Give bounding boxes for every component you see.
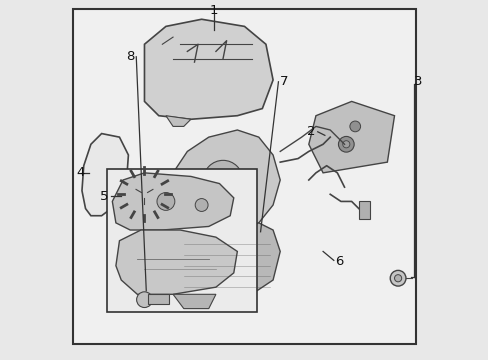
- Text: 4: 4: [76, 166, 84, 179]
- Circle shape: [349, 121, 360, 132]
- Polygon shape: [173, 294, 216, 309]
- Circle shape: [134, 184, 155, 205]
- Polygon shape: [358, 202, 369, 219]
- Polygon shape: [165, 116, 190, 126]
- Circle shape: [342, 141, 349, 148]
- Circle shape: [195, 199, 207, 211]
- Circle shape: [157, 193, 175, 210]
- FancyBboxPatch shape: [148, 294, 169, 304]
- Circle shape: [389, 270, 405, 286]
- Polygon shape: [116, 230, 237, 294]
- Text: 7: 7: [280, 75, 288, 88]
- Circle shape: [136, 292, 152, 307]
- Circle shape: [214, 171, 231, 189]
- Circle shape: [338, 136, 353, 152]
- Circle shape: [394, 275, 401, 282]
- Polygon shape: [82, 134, 128, 216]
- Polygon shape: [144, 19, 272, 119]
- Text: 6: 6: [335, 255, 343, 268]
- Circle shape: [203, 160, 242, 200]
- Text: 5: 5: [100, 190, 108, 203]
- Text: 8: 8: [126, 50, 134, 63]
- Polygon shape: [308, 102, 394, 173]
- Polygon shape: [173, 223, 280, 298]
- Text: 1: 1: [209, 4, 218, 17]
- Text: 2: 2: [307, 125, 315, 138]
- Text: 3: 3: [413, 75, 422, 88]
- Polygon shape: [165, 130, 280, 237]
- Circle shape: [121, 171, 167, 217]
- FancyBboxPatch shape: [107, 169, 257, 312]
- Polygon shape: [112, 173, 233, 230]
- FancyBboxPatch shape: [73, 9, 415, 344]
